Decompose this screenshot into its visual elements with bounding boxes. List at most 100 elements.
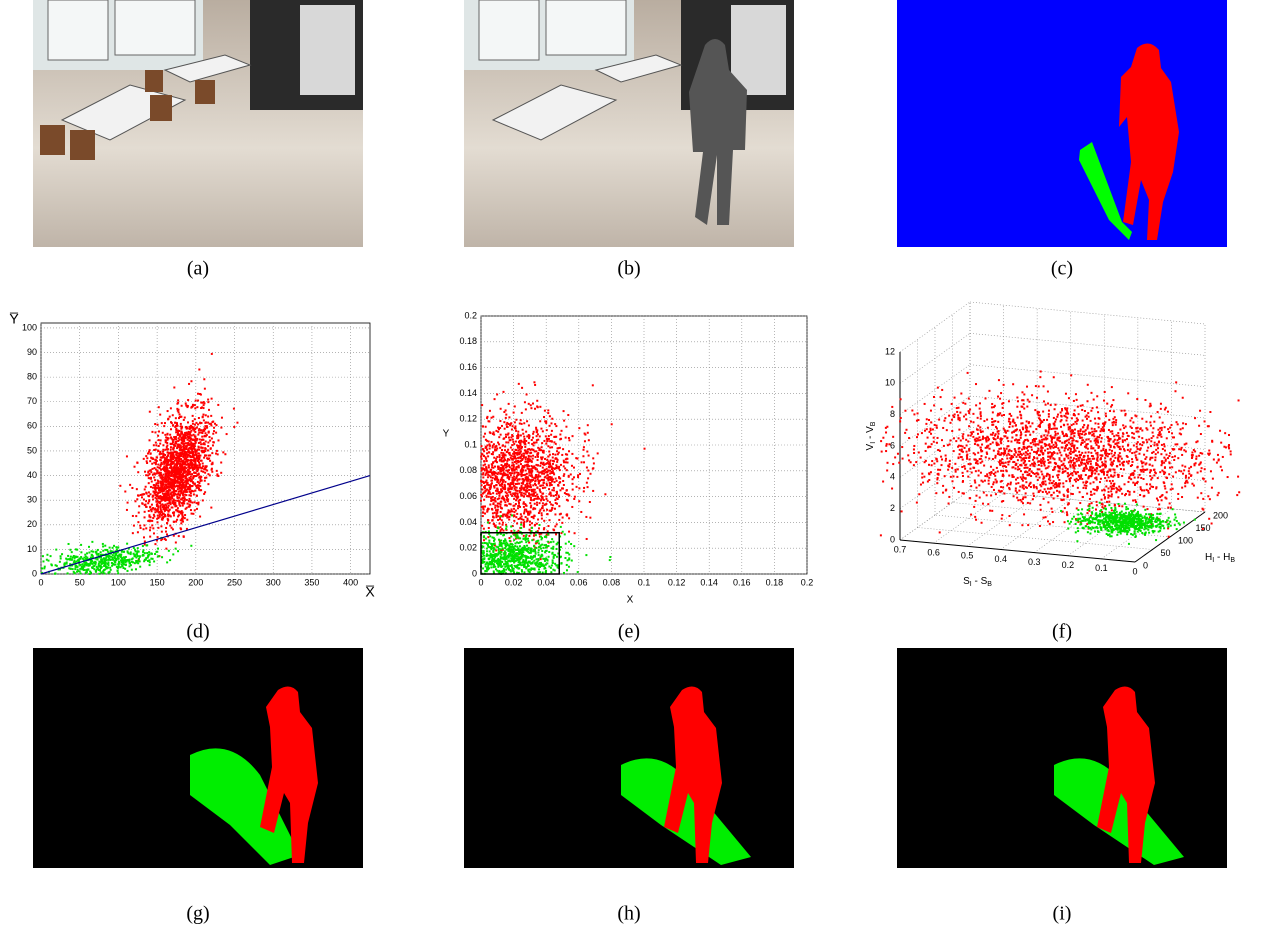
point-cloud-dot <box>161 503 163 505</box>
point-cloud-dot <box>170 428 172 430</box>
point-cloud-dot <box>554 423 556 425</box>
point-cloud-dot <box>1040 370 1042 372</box>
point-cloud-dot <box>1167 507 1169 509</box>
point-cloud-dot <box>484 474 486 476</box>
point-cloud-dot <box>554 513 556 515</box>
x-tick-label: 0.1 <box>1095 563 1108 573</box>
point-cloud-dot <box>550 541 552 543</box>
point-cloud-dot <box>526 473 528 475</box>
point-cloud-dot <box>492 516 494 518</box>
point-cloud-dot <box>160 525 162 527</box>
z-tick-label: 6 <box>890 440 895 450</box>
point-cloud-dot <box>512 492 514 494</box>
point-cloud-dot <box>104 545 106 547</box>
point-cloud-dot <box>75 566 77 568</box>
point-cloud-dot <box>532 467 534 469</box>
point-cloud-dot <box>1127 462 1129 464</box>
point-cloud-dot <box>519 537 521 539</box>
x-tick-label: 0.3 <box>1028 557 1041 567</box>
x-tick-label: 0.02 <box>505 577 523 587</box>
point-cloud-dot <box>967 476 969 478</box>
point-cloud-dot <box>917 412 919 414</box>
point-cloud-dot <box>172 461 174 463</box>
point-cloud-dot <box>571 453 573 455</box>
point-cloud-dot <box>522 429 524 431</box>
point-cloud-dot <box>139 556 141 558</box>
point-cloud-dot <box>168 494 170 496</box>
point-cloud-dot <box>540 509 542 511</box>
point-cloud-dot <box>551 468 553 470</box>
point-cloud-dot <box>556 450 558 452</box>
point-cloud-dot <box>515 466 517 468</box>
point-cloud-dot <box>500 540 502 542</box>
point-cloud-dot <box>514 456 516 458</box>
point-cloud-dot <box>209 440 211 442</box>
point-cloud-dot <box>117 572 119 574</box>
point-cloud-dot <box>501 473 503 475</box>
point-cloud-dot <box>180 437 182 439</box>
point-cloud-dot <box>535 480 537 482</box>
point-cloud-dot <box>175 521 177 523</box>
point-cloud-dot <box>551 430 553 432</box>
point-cloud-dot <box>1026 420 1028 422</box>
point-cloud-dot <box>1015 490 1017 492</box>
point-cloud-dot <box>504 481 506 483</box>
point-cloud-dot <box>538 474 540 476</box>
point-cloud-dot <box>516 471 518 473</box>
point-cloud-dot <box>167 479 169 481</box>
point-cloud-dot <box>552 504 554 506</box>
point-cloud-dot <box>509 491 511 493</box>
point-cloud-dot <box>507 449 509 451</box>
point-cloud-dot <box>560 464 562 466</box>
point-cloud-dot <box>566 469 568 471</box>
point-cloud-dot <box>153 484 155 486</box>
point-cloud-dot <box>555 502 557 504</box>
point-cloud-dot <box>546 438 548 440</box>
point-cloud-dot <box>181 405 183 407</box>
point-cloud-dot <box>553 489 555 491</box>
point-cloud-dot <box>171 486 173 488</box>
point-cloud-dot <box>986 494 988 496</box>
point-cloud-dot <box>511 434 513 436</box>
point-cloud-dot <box>543 528 545 530</box>
point-cloud-dot <box>502 557 504 559</box>
point-cloud-dot <box>175 417 177 419</box>
point-cloud-dot <box>513 515 515 517</box>
point-cloud-dot <box>176 480 178 482</box>
point-cloud-dot <box>520 434 522 436</box>
point-cloud-dot <box>176 519 178 521</box>
point-cloud-dot <box>154 511 156 513</box>
point-cloud-dot <box>536 502 538 504</box>
point-cloud-dot <box>169 559 171 561</box>
point-cloud-dot <box>136 557 138 559</box>
point-cloud-dot <box>552 453 554 455</box>
point-cloud-dot <box>492 512 494 514</box>
point-cloud-dot <box>523 436 525 438</box>
point-cloud-dot <box>545 435 547 437</box>
point-cloud-dot <box>542 456 544 458</box>
point-cloud-dot <box>135 550 137 552</box>
mask-blue <box>897 0 1227 247</box>
point-cloud-dot <box>211 471 213 473</box>
point-cloud-dot <box>173 492 175 494</box>
point-cloud-dot <box>153 491 155 493</box>
point-cloud-dot <box>544 551 546 553</box>
point-cloud-dot <box>507 474 509 476</box>
point-cloud-dot <box>144 488 146 490</box>
point-cloud-dot <box>533 545 535 547</box>
point-cloud-dot <box>518 466 520 468</box>
point-cloud-dot <box>167 448 169 450</box>
point-cloud-dot <box>68 558 70 560</box>
point-cloud-dot <box>162 444 164 446</box>
point-cloud-dot <box>482 567 484 569</box>
point-cloud-dot <box>89 571 91 573</box>
point-cloud-dot <box>523 519 525 521</box>
point-cloud-dot <box>161 514 163 516</box>
point-cloud-dot <box>158 430 160 432</box>
y-tick-label: 10 <box>27 544 37 554</box>
point-cloud-dot <box>121 551 123 553</box>
point-cloud-dot <box>506 426 508 428</box>
point-cloud-dot <box>170 496 172 498</box>
point-cloud-dot <box>177 402 179 404</box>
point-cloud-dot <box>505 434 507 436</box>
